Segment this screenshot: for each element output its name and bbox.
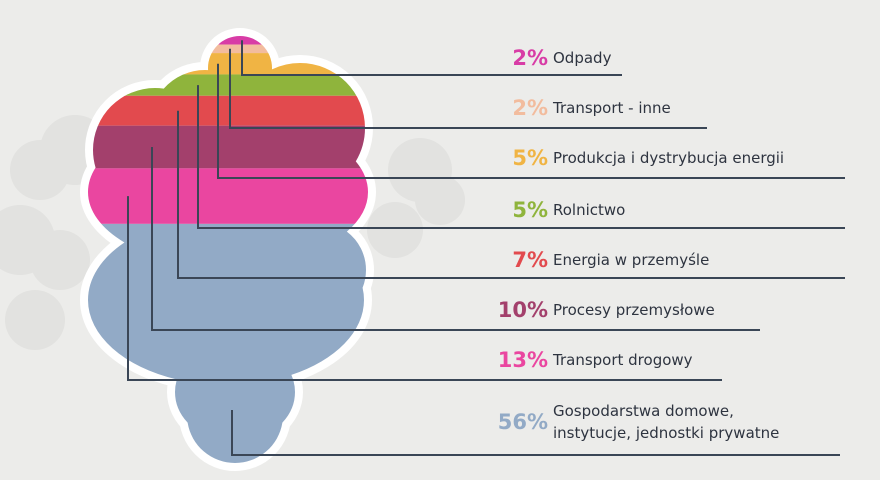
value-label: 7% xyxy=(512,248,548,272)
band xyxy=(88,36,368,45)
band xyxy=(88,95,368,126)
value-label: 2% xyxy=(512,96,548,120)
category-label: Transport drogowy xyxy=(553,351,693,369)
leaders xyxy=(127,40,845,456)
value-label: 56% xyxy=(497,410,548,434)
leader-line xyxy=(127,196,722,381)
category-label: Odpady xyxy=(553,49,612,67)
value-label: 13% xyxy=(497,348,548,372)
category-label: Transport - inne xyxy=(553,99,671,117)
leader-line xyxy=(217,63,845,179)
band xyxy=(88,223,368,463)
value-label: 2% xyxy=(512,46,548,70)
band xyxy=(88,125,368,169)
background-clouds xyxy=(0,115,465,350)
leader-line xyxy=(241,40,622,76)
leader-line xyxy=(177,110,845,279)
category-label: Energia w przemyśle xyxy=(553,251,710,269)
category-label: Produkcja i dystrybucja energii xyxy=(553,149,785,167)
leader-line xyxy=(151,147,760,331)
value-label: 5% xyxy=(512,198,548,222)
band xyxy=(88,168,368,224)
leader-line xyxy=(197,85,845,229)
band xyxy=(88,44,368,54)
category-label: Gospodarstwa domowe, instytucje, jednost… xyxy=(553,402,780,442)
leader-line xyxy=(229,48,707,129)
category-label: Procesy przemysłowe xyxy=(553,301,715,319)
value-label: 5% xyxy=(512,146,548,170)
value-label: 10% xyxy=(497,298,548,322)
leader-line xyxy=(231,410,840,456)
category-label: Rolnictwo xyxy=(553,201,626,219)
